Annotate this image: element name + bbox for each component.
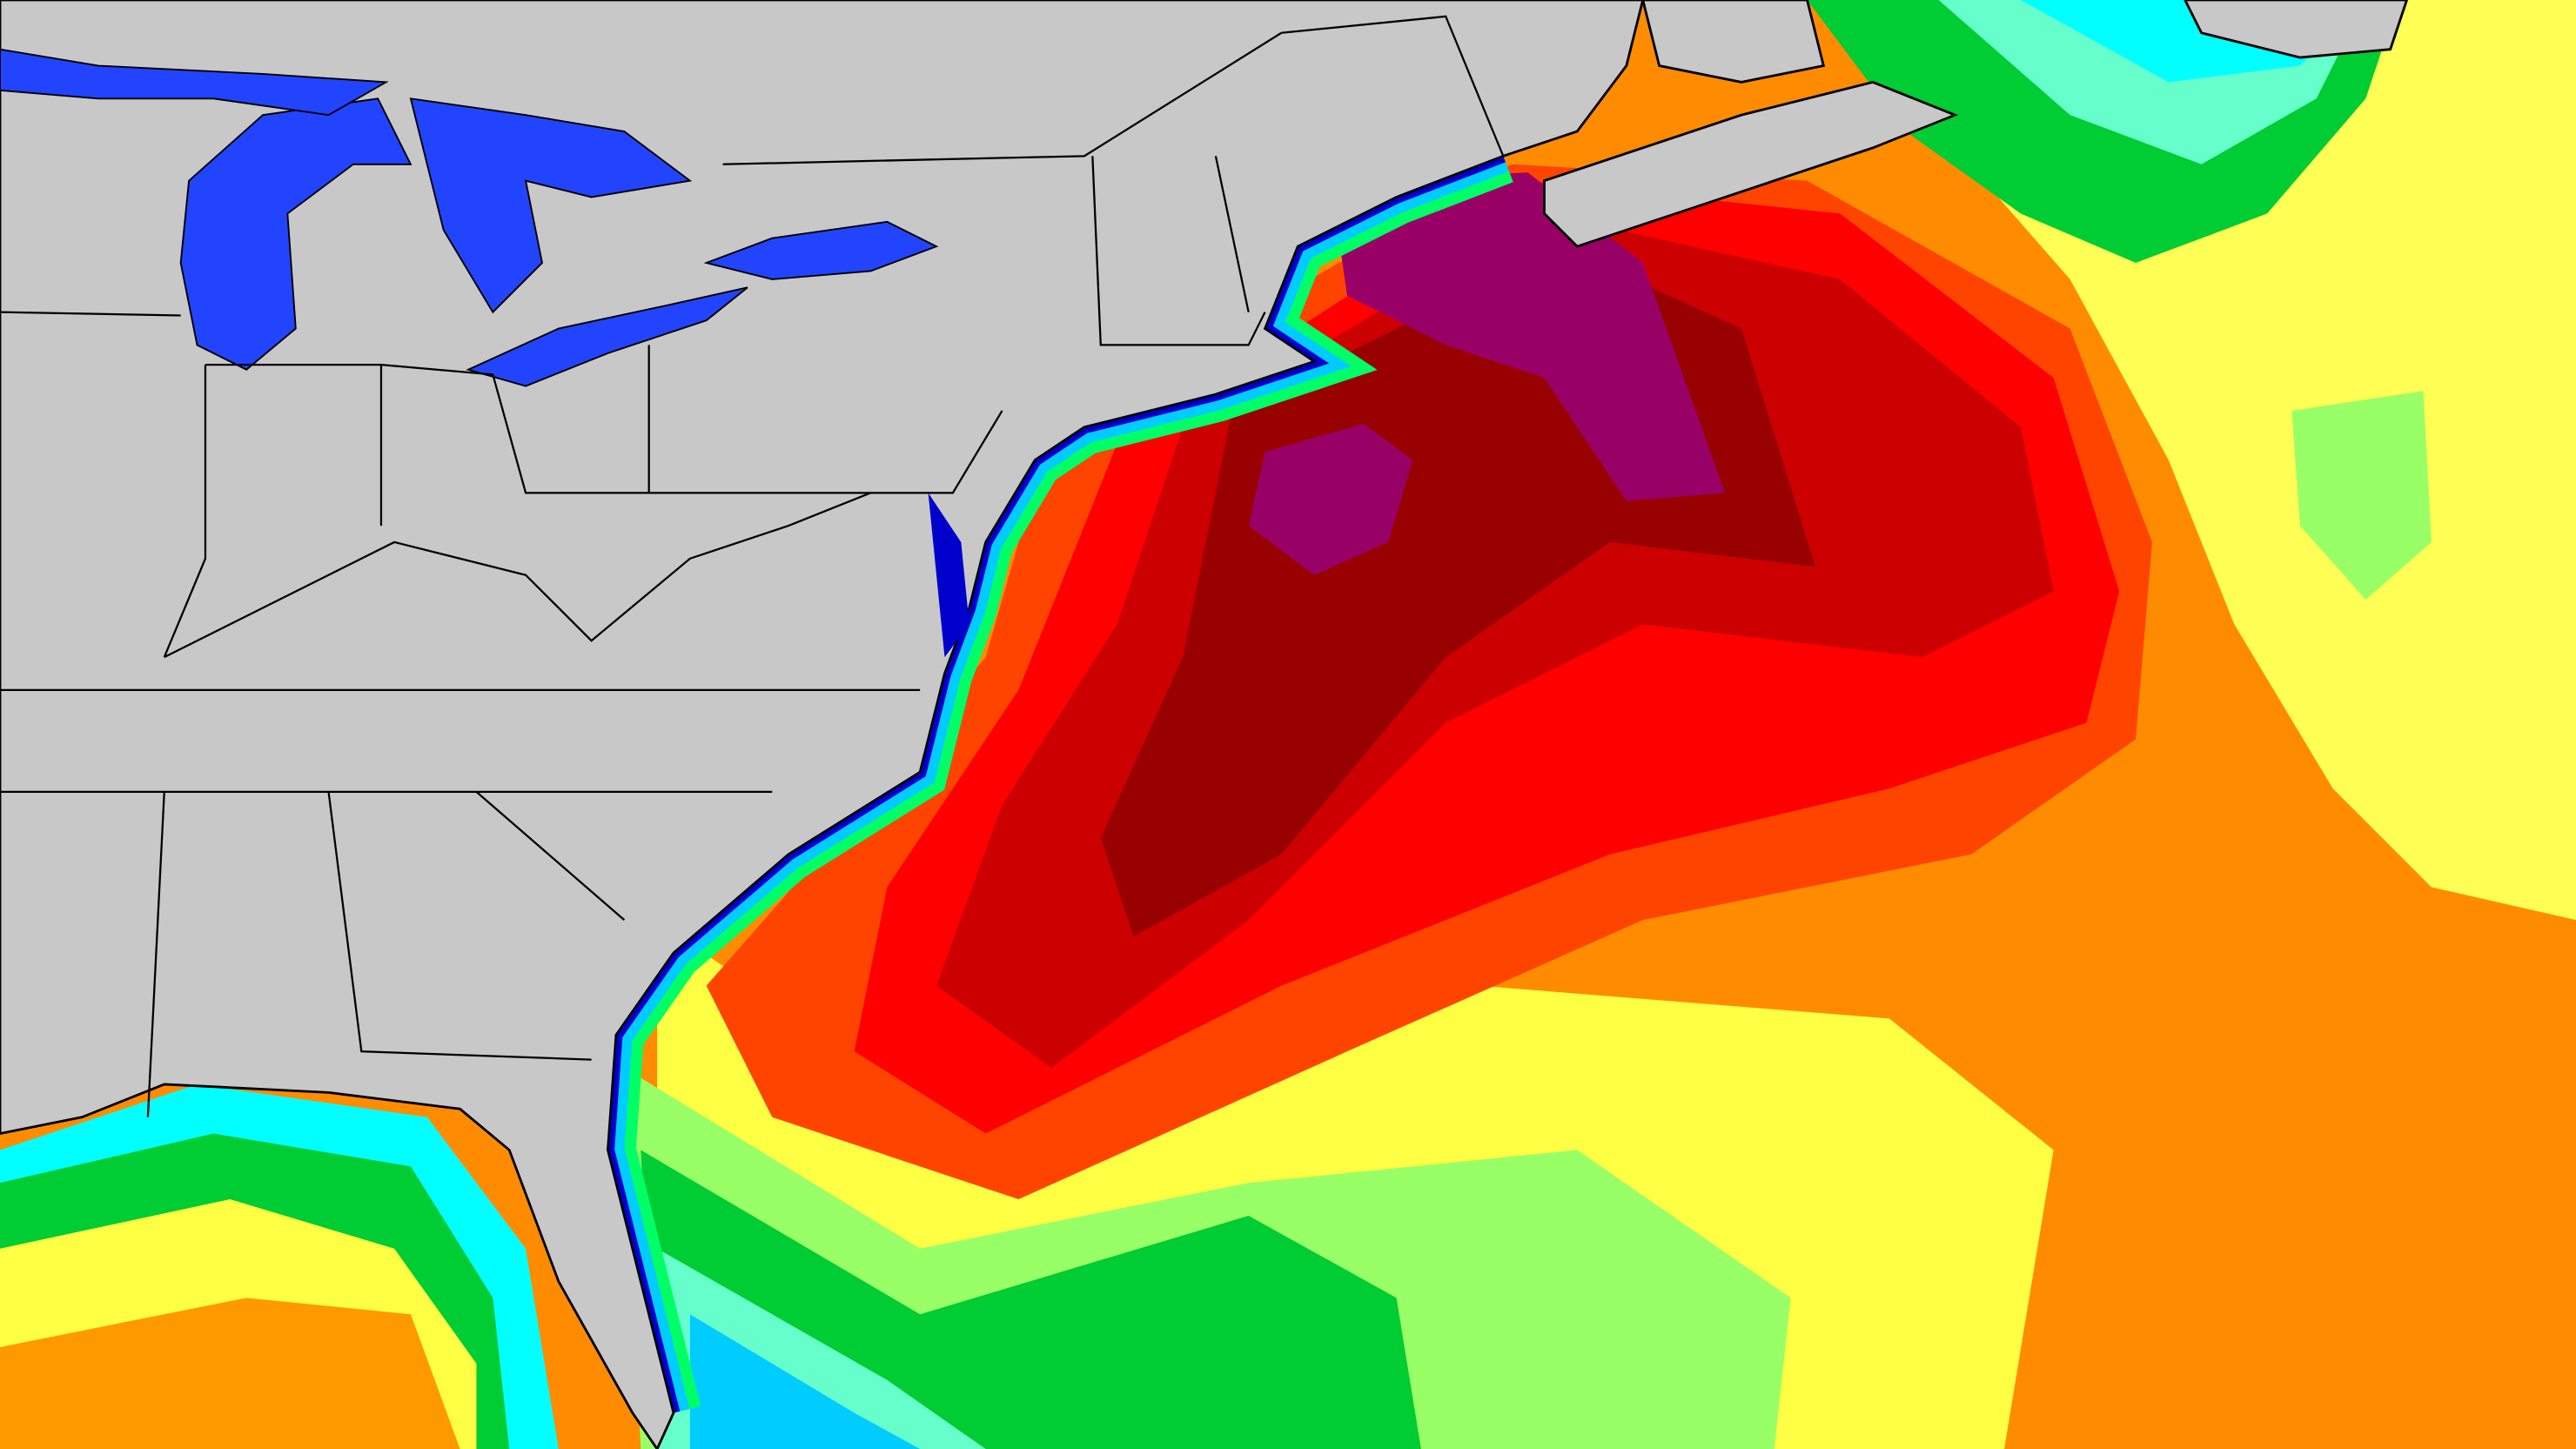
border bbox=[475, 791, 626, 921]
border bbox=[163, 365, 207, 658]
lake-ontario bbox=[703, 220, 939, 280]
border bbox=[722, 31, 1283, 165]
lake-huron bbox=[409, 97, 693, 314]
lake-erie bbox=[466, 286, 748, 387]
border bbox=[1281, 15, 1505, 157]
border bbox=[1091, 156, 1266, 346]
border bbox=[1214, 156, 1250, 312]
ocean-purple-n bbox=[1331, 172, 1726, 501]
land-us bbox=[0, 0, 1645, 1449]
ocean-cyan-s bbox=[689, 1314, 921, 1449]
ocean-lightgreen-ne bbox=[2291, 391, 2432, 600]
state-borders bbox=[0, 15, 1505, 1117]
gulf-orange bbox=[0, 1298, 460, 1449]
border bbox=[380, 345, 650, 494]
land-newfoundland bbox=[2184, 0, 2409, 59]
chesapeake-bay bbox=[928, 493, 969, 658]
land-maritimes bbox=[1641, 0, 1826, 84]
border bbox=[648, 410, 1003, 494]
border bbox=[164, 492, 871, 659]
ocean-purple-s bbox=[1248, 424, 1413, 575]
border bbox=[0, 311, 181, 317]
land-nova-scotia bbox=[1543, 80, 1959, 248]
border bbox=[327, 791, 592, 1061]
lake-superior bbox=[0, 48, 389, 117]
border bbox=[146, 791, 165, 1117]
